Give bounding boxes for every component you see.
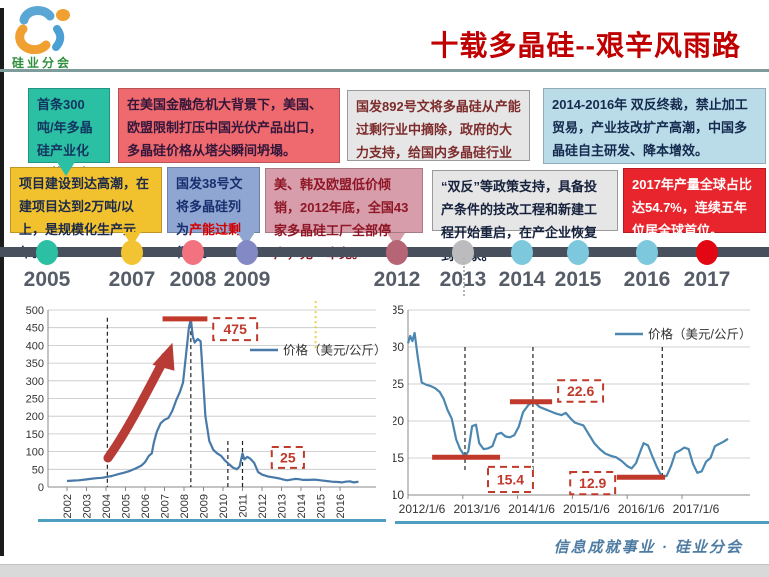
- timeline-dot-2013: [452, 240, 474, 265]
- callout-value: 475: [224, 321, 248, 337]
- footer-slogan: 信息成就事业 · 硅业分会: [553, 539, 743, 556]
- logo: 硅业分会: [10, 4, 110, 70]
- y-tick-label: 0: [38, 482, 44, 494]
- timeline-year-2017: 2017: [683, 268, 731, 291]
- timeline-year-2007: 2007: [108, 268, 156, 291]
- x-tick-label: 2004: [101, 494, 113, 518]
- callout-box: [569, 471, 617, 496]
- event-box-r1-1: 在美国金融危机大背景下，美国、欧盟限制打压中国光伏产品出口，多晶硅价格从塔尖瞬间…: [118, 88, 340, 163]
- legend-label: 价格（美元/公斤）: [648, 327, 751, 342]
- timeline-year-2016: 2016: [623, 268, 671, 291]
- y-tick-label: 25: [393, 377, 404, 391]
- x-tick-label: 2015: [316, 494, 328, 518]
- x-tick-label: 2015/1/6: [563, 502, 610, 516]
- x-tick-label: 2014/1/6: [508, 502, 555, 516]
- x-tick-label: 2009: [199, 494, 211, 518]
- x-tick-label: 2010: [218, 494, 230, 518]
- arrow-head: [152, 342, 175, 371]
- timeline-dot-2005: [36, 240, 58, 265]
- event-box-r2-0: 项目建设到达高潮，在建项目达到2万吨/以上，是规模化生产元年。: [10, 167, 162, 260]
- price-chart-2012-2017: 10 15 20 25 30 35 2012/1/6 2013/1/6 2014/1/6 2015…: [393, 303, 751, 516]
- timeline-dot-2014: [511, 240, 533, 265]
- timeline-year-2009: 2009: [223, 268, 271, 291]
- event-box-r1-2: 国发892号文将多晶硅从产能过剩行业中摘除，政府的大力支持，给国内多晶硅行业以喘…: [347, 90, 530, 183]
- timeline-bar: [0, 247, 769, 257]
- timeline-year-2014: 2014: [498, 268, 546, 291]
- callout-value: 15.4: [497, 471, 524, 487]
- x-tick-label: 2017/1/6: [673, 502, 720, 516]
- left-chart-underline: [38, 519, 386, 522]
- header-divider: [0, 69, 769, 72]
- timeline-dot-2015: [567, 240, 589, 265]
- x-tick-label: 2007: [160, 494, 172, 518]
- x-tick-label: 2012: [257, 494, 269, 518]
- event-box-tail-0: [57, 162, 75, 176]
- si-logo-icon: [15, 6, 70, 55]
- timeline-dot-2007: [121, 240, 143, 265]
- timeline-year-2013: 2013: [439, 268, 487, 291]
- x-tick-label: 2008: [179, 494, 191, 518]
- right-chart-underline: [395, 521, 769, 524]
- price-line-series: [406, 331, 729, 479]
- callout-box: [487, 465, 534, 494]
- x-tick-label: 2012/1/6: [399, 502, 446, 516]
- timeline-dot-2012: [386, 240, 408, 265]
- event-box-r2-4: 2017年产量全球占比达54.7%，连续五年位居全球首位。: [623, 168, 766, 238]
- timeline-year-2005: 2005: [23, 268, 71, 291]
- x-tick-label: 2005: [121, 494, 133, 518]
- timeline-dot-2017: [696, 240, 718, 265]
- y-tick-label: 20: [393, 414, 404, 428]
- x-tick-label: 2016/1/6: [618, 502, 665, 516]
- x-tick-label: 2011: [238, 494, 250, 518]
- callout-value: 22.6: [567, 383, 594, 399]
- callout-box: [270, 445, 305, 469]
- y-tick-label: 200: [26, 411, 44, 423]
- event-box-r2-2: 美、韩及欧盟低价倾销，2012年底，全国43家多晶硅工厂全部停产，无一幸免。: [265, 168, 423, 261]
- y-tick-label: 10: [393, 488, 404, 502]
- bottom-strip: [0, 564, 769, 577]
- x-tick-label: 2016: [335, 494, 347, 518]
- timeline-year-2012: 2012: [373, 268, 421, 291]
- y-tick-label: 500: [26, 305, 44, 317]
- page-title: 十载多晶硅--艰辛风雨路: [430, 30, 741, 61]
- event-box-r1-0: 首条300吨/年多晶硅产业化示范线建成。: [28, 88, 110, 205]
- x-tick-label: 2014: [296, 494, 308, 518]
- y-tick-label: 100: [26, 447, 44, 459]
- left-border-strip: [0, 8, 4, 556]
- x-tick-label: 2006: [140, 494, 152, 518]
- timeline-year-2008: 2008: [169, 268, 217, 291]
- timeline-guide-line: [463, 258, 465, 296]
- price-line-series: [66, 317, 359, 484]
- y-tick-label: 30: [393, 340, 404, 354]
- callout-box: [212, 317, 259, 342]
- callout-value: 12.9: [579, 475, 606, 491]
- callout-value: 25: [280, 449, 296, 465]
- y-tick-label: 350: [26, 358, 44, 370]
- y-tick-label: 35: [393, 303, 404, 317]
- y-tick-label: 400: [26, 340, 44, 352]
- y-tick-label: 50: [32, 464, 44, 476]
- y-tick-label: 15: [393, 451, 404, 465]
- y-tick-label: 250: [26, 394, 44, 406]
- x-tick-label: 2013: [277, 494, 289, 518]
- timeline-year-2015: 2015: [554, 268, 602, 291]
- x-tick-label: 2003: [82, 494, 94, 518]
- callout-box: [557, 379, 605, 403]
- timeline-dot-2016: [636, 240, 658, 265]
- y-tick-label: 450: [26, 323, 44, 335]
- event-box-r1-3: 2014-2016年 双反终裁，禁止加工贸易，产业技改扩产高潮，中国多晶硅自主研…: [543, 88, 766, 164]
- rising-price-arrow: [103, 352, 170, 463]
- y-tick-label: 300: [26, 376, 44, 388]
- timeline-dot-2008: [182, 240, 204, 265]
- x-tick-label: 2002: [62, 494, 74, 518]
- y-tick-label: 150: [26, 429, 44, 441]
- x-tick-label: 2013/1/6: [453, 502, 500, 516]
- event-box-r2-1: 国发38号文将多晶硅列为产能过剩行业。: [167, 167, 260, 260]
- event-box-r2-3: “双反”等政策支持，具备投产条件的技改工程和新建工程开始重启，在产企业恢复到16…: [432, 170, 618, 263]
- logo-text: 硅业分会: [12, 56, 73, 70]
- timeline-dot-2009: [236, 240, 258, 265]
- legend-label: 价格（美元/公斤）: [283, 343, 386, 358]
- price-chart-2002-2016: 0 50 100 150 200 250 300 350 400 450 500 2002 2003 20…: [26, 301, 386, 518]
